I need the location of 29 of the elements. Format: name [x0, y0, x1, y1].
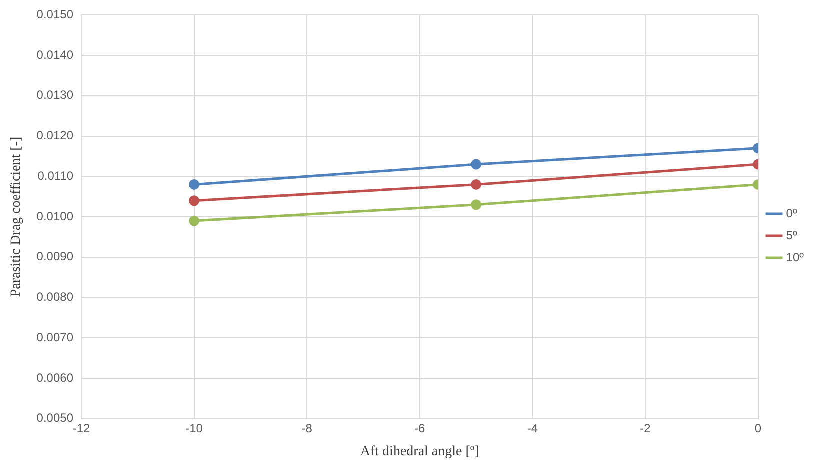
y-tick-label: 0.0090 [36, 250, 74, 264]
point [471, 159, 482, 170]
x-tick-label: -10 [186, 421, 204, 436]
x-tick-label: -2 [640, 421, 652, 436]
y-tick-label: 0.0050 [36, 411, 74, 426]
legend-label: 10º [786, 250, 805, 264]
x-tick-label: -4 [527, 421, 538, 436]
x-axis-title: Aft dihedral angle [º] [360, 444, 480, 460]
y-tick-label: 0.0130 [36, 88, 74, 102]
y-tick-label: 0.0140 [36, 48, 74, 62]
point [189, 196, 200, 206]
y-tick-label: 0.0080 [36, 290, 74, 304]
legend-label: 5º [786, 228, 798, 242]
point [471, 200, 482, 210]
x-tick-label: 0 [754, 421, 762, 436]
y-tick-label: 0.0060 [36, 370, 74, 385]
legend-label: 0º [786, 206, 798, 220]
point [471, 179, 482, 190]
y-tick-label: 0.0110 [38, 168, 74, 183]
x-tick-label: -6 [414, 421, 426, 436]
x-tick-label: -8 [302, 421, 313, 436]
y-tick-label: 0.0120 [36, 128, 74, 143]
y-tick-label: 0.0100 [36, 209, 74, 224]
y-tick-label: 0.0150 [36, 8, 74, 22]
point [189, 179, 200, 190]
point [189, 216, 200, 226]
y-tick-label: 0.0070 [36, 330, 74, 344]
x-tick-label: -12 [72, 421, 90, 436]
y-axis-title: Parasitic Drag coefficient [-] [9, 136, 24, 298]
